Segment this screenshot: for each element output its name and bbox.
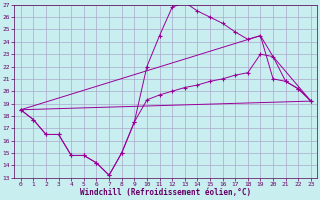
X-axis label: Windchill (Refroidissement éolien,°C): Windchill (Refroidissement éolien,°C) [80,188,252,197]
